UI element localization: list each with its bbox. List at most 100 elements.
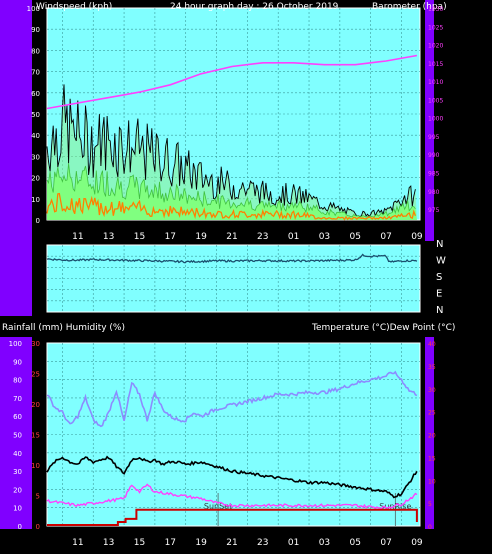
compass-label-e: E: [436, 289, 442, 300]
y-tick-label-wind: 90: [31, 26, 40, 34]
y-tick-label-humidity: 60: [13, 413, 22, 421]
right-panel-bottom: [425, 337, 434, 529]
y-tick-label-humidity: 70: [13, 395, 22, 403]
x-tick-label-bottom: 21: [226, 538, 237, 548]
wind-low-line: [46, 192, 417, 221]
y2-tick-label-pressure: 1020: [428, 43, 443, 50]
y2-tick-label-temperature: 0: [428, 524, 432, 531]
y-tick-label-humidity: 20: [13, 486, 22, 494]
y2-tick-label-pressure: 1010: [428, 79, 443, 86]
sun-marker-label: SunRise: [379, 502, 411, 511]
y-tick-label-humidity: 40: [13, 450, 22, 458]
compass-label-n: N: [436, 305, 443, 316]
y2-tick-label-pressure: 1030: [428, 6, 443, 13]
x-tick-label-bottom: 07: [380, 538, 391, 548]
x-tick-label-top: 07: [380, 232, 391, 242]
left-panel-top: [0, 0, 32, 241]
x-tick-label-top: 05: [350, 232, 361, 242]
x-tick-label-bottom: 17: [165, 538, 176, 548]
right-panel-top: [425, 0, 434, 241]
rain-humidity-label: Rainfall (mm) Humidity (%): [2, 323, 125, 333]
y-tick-label-humidity: 10: [13, 505, 22, 513]
x-tick-label-bottom: 13: [103, 538, 114, 548]
y-tick-label-rainfall: 15: [31, 432, 40, 440]
y-tick-label-humidity: 100: [9, 340, 22, 348]
humidity-line: [46, 370, 418, 428]
y-tick-label-rainfall: 30: [31, 340, 40, 348]
y2-tick-label-pressure: 1015: [428, 61, 443, 68]
x-tick-label-bottom: 01: [288, 538, 299, 548]
x-tick-label-top: 19: [195, 232, 207, 242]
wind-gust-fill: [47, 84, 417, 221]
temp-dewpoint-label: Temperature (°C)Dew Point (°C): [311, 323, 455, 333]
y-tick-label-wind: 60: [31, 90, 40, 98]
y-tick-label-rainfall: 5: [36, 493, 40, 501]
x-tick-label-bottom: 23: [257, 538, 268, 548]
left-panel-mid: [0, 241, 32, 316]
x-tick-label-top: 01: [288, 232, 299, 242]
y-tick-label-rainfall: 20: [31, 401, 40, 409]
barometer-line: [46, 54, 418, 110]
wind-average-line: [46, 163, 416, 218]
y2-tick-label-temperature: 25: [428, 410, 436, 417]
y2-tick-label-temperature: 5: [428, 501, 432, 508]
y-tick-label-rainfall: 10: [31, 462, 40, 470]
y-tick-label-wind: 20: [31, 175, 40, 183]
y-tick-label-humidity: 50: [13, 432, 22, 440]
x-tick-label-top: 03: [319, 232, 330, 242]
wind-gust-line: [46, 84, 416, 218]
y2-tick-label-pressure: 1000: [428, 116, 443, 123]
x-tick-label-top: 09: [411, 232, 423, 242]
dewpoint-line: [46, 483, 418, 510]
x-tick-label-top: 11: [72, 232, 83, 242]
y-tick-label-wind: 30: [31, 153, 40, 161]
x-tick-label-bottom: 05: [350, 538, 361, 548]
temperature-line: [46, 455, 418, 499]
x-tick-label-top: 21: [226, 232, 237, 242]
y2-tick-label-temperature: 10: [428, 478, 436, 485]
y2-tick-label-temperature: 20: [428, 433, 436, 440]
y-tick-label-rainfall: 25: [31, 371, 40, 379]
x-tick-label-top: 15: [134, 232, 145, 242]
plot-area-2: [46, 244, 421, 313]
y2-tick-label-temperature: 40: [428, 341, 436, 348]
y-tick-label-rainfall: 0: [36, 523, 40, 531]
plot-area-3: [46, 342, 421, 527]
header-date-title: 24 hour graph day : 26 October 2019: [170, 2, 339, 12]
x-tick-label-bottom: 15: [134, 538, 145, 548]
compass-label-w: W: [436, 256, 446, 267]
y2-tick-label-temperature: 30: [428, 387, 436, 394]
y-tick-label-wind: 100: [27, 5, 40, 13]
y2-tick-label-pressure: 975: [428, 207, 440, 214]
x-tick-label-top: 23: [257, 232, 268, 242]
y2-tick-label-temperature: 35: [428, 364, 436, 371]
header-barometer-label: Barometer (hpa): [372, 2, 447, 12]
y2-tick-label-pressure: 985: [428, 170, 440, 177]
x-tick-label-bottom: 19: [195, 538, 207, 548]
y-tick-label-humidity: 80: [13, 377, 22, 385]
y-tick-label-humidity: 30: [13, 468, 22, 476]
y-tick-label-wind: 0: [36, 217, 40, 225]
y2-tick-label-pressure: 990: [428, 152, 440, 159]
wind-average-fill: [47, 163, 417, 220]
left-panel-bottom: [0, 337, 32, 529]
x-tick-label-bottom: 03: [319, 538, 330, 548]
compass-label-n: N: [436, 239, 443, 250]
compass-label-s: S: [436, 272, 442, 283]
y2-tick-label-pressure: 1005: [428, 97, 443, 104]
x-tick-label-bottom: 11: [72, 538, 83, 548]
y2-tick-label-pressure: 995: [428, 134, 440, 141]
y-tick-label-humidity: 90: [13, 358, 22, 366]
rainfall-line: [47, 508, 418, 526]
y2-tick-label-pressure: 1025: [428, 24, 443, 31]
y-tick-label-wind: 80: [31, 47, 40, 55]
x-tick-label-top: 13: [103, 232, 114, 242]
header-windspeed-label: Windspeed (kph): [36, 2, 112, 12]
y-tick-label-wind: 10: [31, 196, 40, 204]
sun-marker-label: SunSet: [204, 502, 232, 511]
y-tick-label-humidity: 0: [18, 523, 22, 531]
y-tick-label-wind: 50: [31, 111, 40, 119]
x-tick-label-top: 17: [165, 232, 176, 242]
